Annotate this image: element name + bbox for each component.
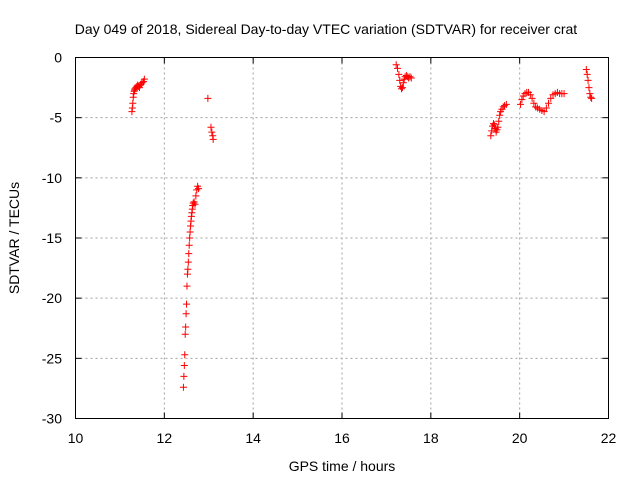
- data-points: [128, 61, 596, 391]
- data-point: [189, 199, 197, 207]
- x-tick-label: 12: [157, 430, 173, 446]
- data-point: [181, 351, 189, 359]
- data-point: [183, 282, 191, 290]
- y-tick-label: -5: [50, 110, 63, 126]
- y-tick-labels: 0 -5 -10 -15 -20 -25 -30: [42, 50, 62, 427]
- x-tick-label: 14: [245, 430, 261, 446]
- x-tick-label: 20: [512, 430, 528, 446]
- data-point: [502, 100, 510, 108]
- data-point: [204, 94, 212, 102]
- data-point: [129, 99, 137, 107]
- data-point: [207, 123, 215, 131]
- data-point: [179, 383, 187, 391]
- data-point: [395, 70, 403, 78]
- data-point: [585, 84, 593, 92]
- data-point: [185, 250, 193, 258]
- data-point: [138, 79, 146, 87]
- data-point: [487, 132, 495, 140]
- data-point: [490, 121, 498, 129]
- chart-title: Day 049 of 2018, Sidereal Day-to-day VTE…: [75, 21, 577, 37]
- data-point: [399, 79, 407, 87]
- data-point: [584, 76, 592, 84]
- data-point: [392, 61, 400, 69]
- data-point: [521, 90, 529, 98]
- data-point: [407, 74, 415, 82]
- y-tick-label: -20: [42, 290, 62, 306]
- x-tick-label: 22: [601, 430, 617, 446]
- data-point: [526, 91, 534, 99]
- data-point: [494, 123, 502, 131]
- data-point: [398, 84, 406, 92]
- data-point: [191, 200, 199, 208]
- y-tick-label: -30: [42, 411, 62, 427]
- x-tick-label: 10: [68, 430, 84, 446]
- x-axis-label: GPS time / hours: [289, 458, 396, 474]
- data-point: [182, 310, 190, 318]
- data-point: [184, 265, 192, 273]
- data-point: [180, 372, 188, 380]
- data-point: [488, 127, 496, 135]
- data-point: [185, 241, 193, 249]
- data-point: [540, 108, 548, 116]
- data-point: [193, 186, 201, 194]
- data-point: [182, 323, 190, 331]
- x-tick-labels: 10 12 14 16 18 20 22: [68, 430, 617, 446]
- data-point: [518, 96, 526, 104]
- data-point: [496, 111, 504, 119]
- data-point: [560, 90, 568, 98]
- data-point: [183, 300, 191, 308]
- data-point: [140, 75, 148, 83]
- data-point: [184, 258, 192, 266]
- data-point: [186, 234, 194, 242]
- data-point: [186, 228, 194, 236]
- y-tick-label: -15: [42, 230, 62, 246]
- data-point: [209, 135, 217, 143]
- data-point: [396, 76, 404, 84]
- data-point: [542, 104, 550, 112]
- y-tick-label: -10: [42, 170, 62, 186]
- plot-frame: [75, 57, 609, 419]
- data-point: [588, 94, 596, 102]
- grid-lines: [75, 57, 609, 419]
- data-point: [192, 192, 200, 200]
- x-tick-label: 18: [423, 430, 439, 446]
- axis-ticks: [75, 57, 609, 419]
- data-point: [583, 70, 591, 78]
- data-point: [587, 93, 595, 101]
- y-tick-label: 0: [54, 50, 62, 66]
- data-point: [180, 362, 188, 370]
- data-point: [181, 330, 189, 338]
- data-point: [489, 120, 497, 128]
- data-point: [547, 94, 555, 102]
- data-point: [208, 128, 216, 136]
- data-point: [582, 66, 590, 74]
- data-point: [586, 90, 594, 98]
- x-tick-label: 16: [334, 430, 350, 446]
- data-point: [528, 94, 536, 102]
- data-point: [406, 73, 414, 81]
- data-point: [532, 103, 540, 111]
- y-tick-label: -25: [42, 350, 62, 366]
- data-point: [398, 85, 406, 93]
- data-point: [495, 117, 503, 125]
- data-point: [517, 100, 525, 108]
- data-point: [195, 185, 203, 193]
- data-point: [545, 99, 553, 107]
- y-axis-label: SDTVAR / TECUs: [6, 182, 22, 294]
- data-point: [530, 99, 538, 107]
- data-point: [501, 102, 509, 110]
- data-point: [394, 64, 402, 72]
